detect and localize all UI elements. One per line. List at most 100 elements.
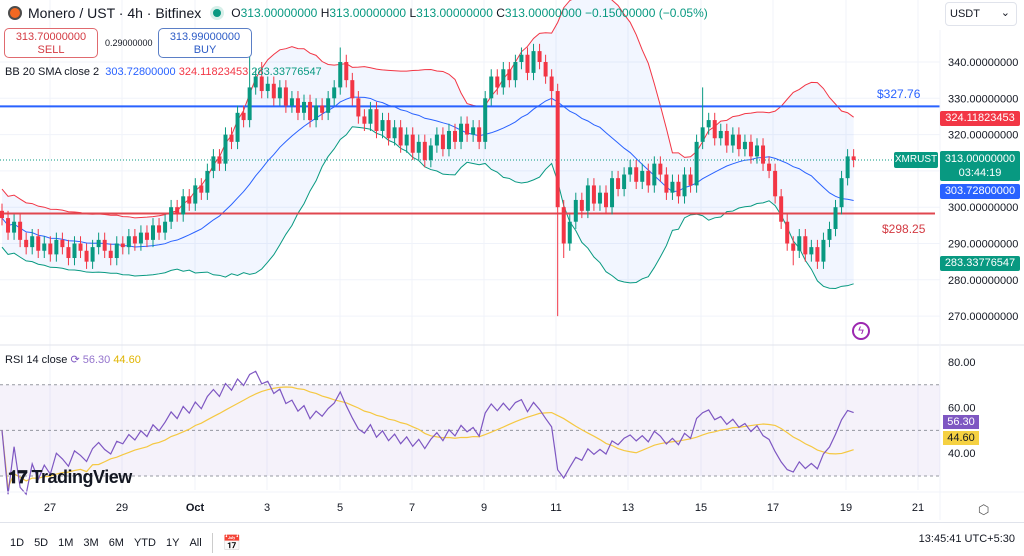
candle-body xyxy=(114,243,119,259)
range-1m[interactable]: 1M xyxy=(58,537,74,549)
price-tick: 320.00000000 xyxy=(948,130,1018,142)
candle-body xyxy=(72,243,77,259)
candle-body xyxy=(573,199,578,222)
candle-body xyxy=(241,112,246,121)
candle-body xyxy=(755,145,759,157)
range-ytd[interactable]: YTD xyxy=(133,537,156,549)
candle-body xyxy=(549,76,554,92)
candle-body xyxy=(422,141,427,161)
candle-body xyxy=(465,123,470,135)
candle-body xyxy=(169,207,174,222)
candle-body xyxy=(543,62,548,77)
candle-body xyxy=(199,185,204,193)
candle-body xyxy=(181,196,186,215)
candle-body xyxy=(646,170,651,186)
range-toolbar: 1D 5D 1M 3M 6M YTD 1Y All 📅 xyxy=(10,533,241,553)
spread: 0.29000000 xyxy=(105,38,153,48)
candle-body xyxy=(718,130,723,139)
lightning-icon[interactable]: ϟ xyxy=(852,322,870,340)
bb-basis-line xyxy=(1,96,854,248)
range-6m[interactable]: 6M xyxy=(108,537,124,549)
candle-body xyxy=(712,120,717,139)
candle-body xyxy=(700,127,705,142)
candle-body xyxy=(12,221,17,233)
candle-body xyxy=(561,207,566,244)
candle-body xyxy=(585,185,590,211)
sell-button[interactable]: 313.70000000 SELL xyxy=(4,28,98,58)
candle-body xyxy=(839,178,844,208)
candle-body xyxy=(604,192,608,208)
bb-upper-line xyxy=(1,0,854,219)
candle-body xyxy=(36,236,41,251)
rsi-ma-line xyxy=(1,386,854,490)
candle-body xyxy=(289,98,294,106)
range-3m[interactable]: 3M xyxy=(83,537,99,549)
settings-icon[interactable]: ⬡ xyxy=(978,502,990,517)
clock[interactable]: 13:45:41 UTC+5:30 xyxy=(918,533,1015,545)
rsi-tick: 80.00 xyxy=(948,357,976,369)
symbol-header: Monero / UST · 4h · Bitfinex O313.000000… xyxy=(8,5,708,21)
candle-body xyxy=(96,239,101,248)
candle-body xyxy=(730,134,735,146)
tradingview-logo[interactable]: 𝟏𝟕 TradingView xyxy=(8,467,132,487)
time-tick: 21 xyxy=(911,502,925,514)
candle-body xyxy=(507,69,512,81)
time-tick: 17 xyxy=(766,502,780,514)
candle-body xyxy=(682,174,687,197)
currency-select[interactable]: USDT ⌄ xyxy=(945,2,1017,26)
candle-body xyxy=(803,236,808,255)
candle-body xyxy=(283,87,288,106)
monero-logo-icon xyxy=(8,6,22,20)
candle-body xyxy=(531,51,536,73)
candle-body xyxy=(18,221,23,240)
candle-body xyxy=(380,120,385,131)
candle-body xyxy=(350,80,355,99)
candle-body xyxy=(362,116,367,124)
rsi-legend[interactable]: RSI 14 close ⟳ 56.30 44.60 xyxy=(5,354,141,366)
candle-body xyxy=(555,91,560,208)
candle-body xyxy=(591,185,596,204)
candle-body xyxy=(374,109,379,131)
candle-body xyxy=(78,243,83,251)
candle-body xyxy=(259,76,264,92)
candle-body xyxy=(404,134,409,146)
candle-body xyxy=(477,127,482,142)
candle-body xyxy=(483,98,488,142)
candle-body xyxy=(670,181,675,193)
symbol-title[interactable]: Monero / UST · 4h · Bitfinex xyxy=(28,5,202,21)
time-tick: 19 xyxy=(839,502,853,514)
candle-body xyxy=(416,141,421,153)
candle-body xyxy=(157,225,162,233)
candle-body xyxy=(90,247,95,262)
candle-body xyxy=(446,130,451,150)
bb-basis-tag: 303.72800000 xyxy=(940,184,1020,199)
candle-body xyxy=(356,98,361,117)
candle-body xyxy=(622,174,627,190)
candle-body xyxy=(821,239,826,262)
candle-body xyxy=(302,101,306,113)
buy-button[interactable]: 313.99000000 BUY xyxy=(158,28,252,58)
candle-body xyxy=(392,127,397,139)
range-all[interactable]: All xyxy=(189,537,202,549)
candle-body xyxy=(688,174,693,186)
candle-body xyxy=(736,134,741,150)
candle-body xyxy=(459,123,464,142)
range-1y[interactable]: 1Y xyxy=(165,537,180,549)
candle-body xyxy=(308,101,313,121)
candle-body xyxy=(265,83,270,92)
candle-body xyxy=(338,62,343,88)
candle-body xyxy=(386,120,391,139)
candle-body xyxy=(640,170,645,182)
candle-body xyxy=(597,192,602,204)
candle-body xyxy=(773,170,778,197)
candle-body xyxy=(108,250,113,259)
bb-legend[interactable]: BB 20 SMA close 2 303.72800000 324.11823… xyxy=(5,66,322,78)
range-5d[interactable]: 5D xyxy=(34,537,49,549)
candle-body xyxy=(471,127,476,135)
range-1d[interactable]: 1D xyxy=(10,537,25,549)
price-tick: 290.00000000 xyxy=(948,239,1018,251)
support-label: $298.25 xyxy=(882,222,926,236)
calendar-icon[interactable]: 📅 xyxy=(222,535,242,552)
candle-body xyxy=(42,243,47,251)
